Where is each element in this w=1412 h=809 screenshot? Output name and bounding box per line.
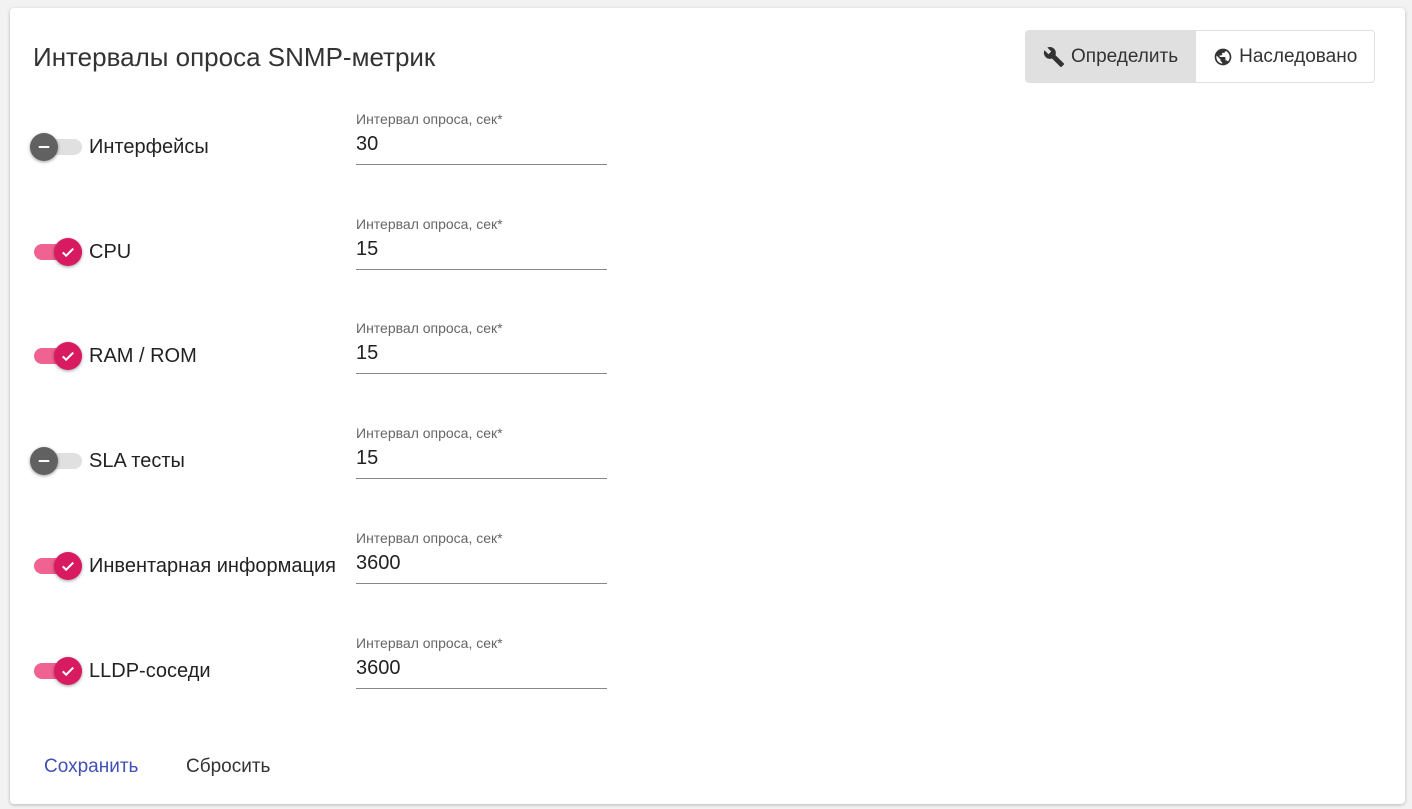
metric-toggle[interactable] [30,447,82,476]
snmp-intervals-card: Интервалы опроса SNMP-метрик Определить … [10,8,1405,804]
mode-toggle-group: Определить Наследовано [1025,30,1376,83]
toggle-thumb [54,342,82,371]
check-icon [62,666,74,676]
interval-input[interactable] [356,652,607,689]
define-label: Определить [1071,45,1179,67]
interval-label: Интервал опроса, сек* [356,529,503,546]
define-button[interactable]: Определить [1026,31,1196,82]
interval-label: Интервал опроса, сек* [356,425,503,442]
check-icon [62,561,74,571]
metric-toggle[interactable] [30,133,82,161]
interval-field: Интервал опроса, сек* [356,635,607,689]
check-icon [62,247,74,257]
save-button[interactable]: Сохранить [44,756,139,777]
globe-icon [1214,48,1232,65]
interval-input[interactable] [356,233,607,270]
metric-row: RAM / ROM Интервал опроса, сек* [10,320,630,380]
toggle-thumb [54,551,82,580]
wrench-icon [1043,46,1065,67]
metric-label: LLDP-соседи [89,659,211,682]
metric-label: Интерфейсы [89,136,209,158]
interval-label: Интервал опроса, сек* [356,320,503,337]
toggle-thumb [30,447,58,476]
metric-toggle[interactable] [32,237,82,266]
metric-row: Интерфейсы Интервал опроса, сек* [10,111,630,171]
interval-field: Интервал опроса, сек* [356,111,607,165]
metric-label: Инвентарная информация [89,554,336,577]
metric-row: Инвентарная информация Интервал опроса, с… [10,530,630,590]
check-icon [62,352,74,362]
metric-label: RAM / ROM [89,345,197,368]
interval-input[interactable] [356,129,607,165]
toggle-thumb [54,237,82,266]
toggle-thumb [54,656,82,685]
interval-input[interactable] [356,443,607,480]
toggle-thumb [30,133,58,161]
metric-toggle[interactable] [32,656,82,685]
interval-label: Интервал опроса, сек* [356,111,503,127]
interval-label: Интервал опроса, сек* [356,215,503,232]
interval-input[interactable] [356,547,607,584]
interval-field: Интервал опроса, сек* [356,530,607,584]
minus-icon [38,146,50,148]
metric-toggle[interactable] [32,342,82,371]
interval-field: Интервал опроса, сек* [356,320,607,375]
metric-label: SLA тесты [89,450,185,473]
metric-row: LLDP-соседи Интервал опроса, сек* [10,635,630,695]
inherit-label: Наследовано [1239,45,1358,67]
interval-input[interactable] [356,338,607,375]
interval-field: Интервал опроса, сек* [356,425,607,480]
metric-label: CPU [89,240,132,263]
minus-icon [38,460,50,463]
inherit-button[interactable]: Наследовано [1195,31,1374,82]
metric-toggle[interactable] [32,551,82,580]
reset-button[interactable]: Сбросить [186,756,271,777]
interval-field: Интервал опроса, сек* [356,216,607,270]
page-title: Интервалы опроса SNMP-метрик [33,42,436,72]
metric-row: CPU Интервал опроса, сек* [10,216,630,276]
interval-label: Интервал опроса, сек* [356,634,503,651]
metric-row: SLA тесты Интервал опроса, сек* [10,425,630,485]
